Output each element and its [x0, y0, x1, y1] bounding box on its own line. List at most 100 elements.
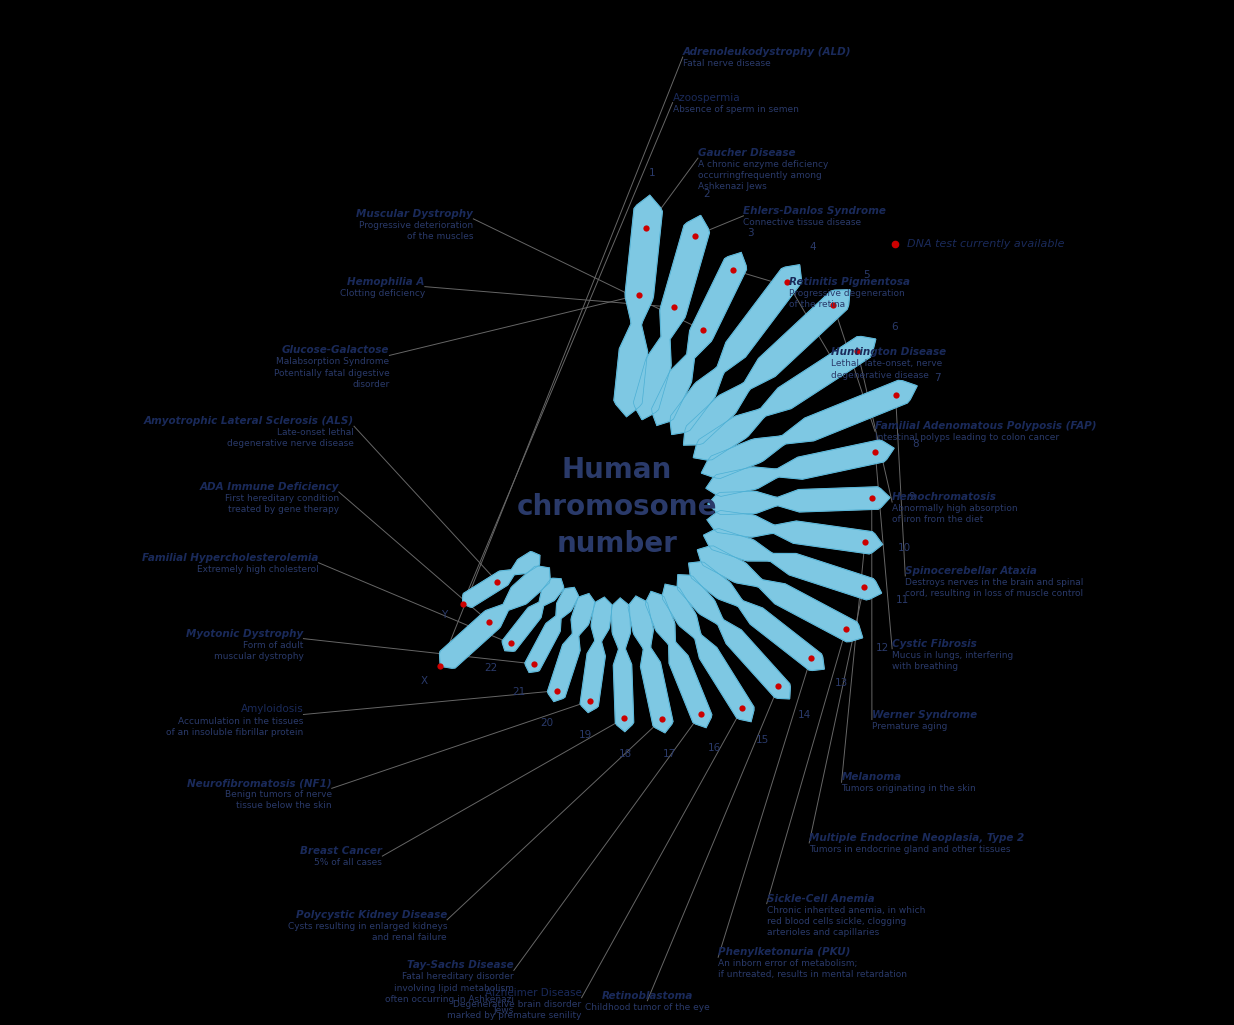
- Polygon shape: [708, 487, 890, 515]
- Text: Degenerative brain disorder
marked by premature senility: Degenerative brain disorder marked by pr…: [447, 999, 581, 1020]
- Text: Progressive deterioration
of the muscles: Progressive deterioration of the muscles: [359, 220, 474, 241]
- Text: Progressive degeneration
of the retina: Progressive degeneration of the retina: [789, 289, 905, 309]
- Polygon shape: [548, 593, 595, 701]
- Polygon shape: [652, 252, 747, 425]
- Polygon shape: [611, 599, 633, 732]
- Text: Muscular Dystrophy: Muscular Dystrophy: [357, 209, 474, 219]
- Text: Amyloidosis: Amyloidosis: [241, 704, 304, 714]
- Text: Myotonic Dystrophy: Myotonic Dystrophy: [186, 628, 304, 639]
- Text: X: X: [421, 676, 427, 686]
- Text: Tay-Sachs Disease: Tay-Sachs Disease: [407, 960, 513, 971]
- Text: Amyotrophic Lateral Sclerosis (ALS): Amyotrophic Lateral Sclerosis (ALS): [144, 416, 354, 426]
- Text: Neurofibromatosis (NF1): Neurofibromatosis (NF1): [188, 778, 332, 788]
- Polygon shape: [439, 566, 550, 668]
- Text: 21: 21: [512, 687, 526, 697]
- Text: Sickle-Cell Anemia: Sickle-Cell Anemia: [766, 894, 875, 904]
- Text: 5: 5: [863, 270, 870, 280]
- Text: Intestinal polyps leading to colon cancer: Intestinal polyps leading to colon cance…: [875, 434, 1059, 443]
- Text: 17: 17: [663, 749, 676, 760]
- Text: Huntington Disease: Huntington Disease: [832, 347, 946, 358]
- Text: 8: 8: [912, 439, 919, 449]
- Text: Adrenoleukodystrophy (ALD): Adrenoleukodystrophy (ALD): [682, 47, 851, 57]
- Polygon shape: [706, 440, 893, 496]
- Text: 20: 20: [540, 718, 554, 728]
- Text: Tumors in endocrine gland and other tissues: Tumors in endocrine gland and other tiss…: [810, 845, 1011, 854]
- Text: Form of adult
muscular dystrophy: Form of adult muscular dystrophy: [213, 641, 304, 661]
- Text: Benign tumors of nerve
tissue below the skin: Benign tumors of nerve tissue below the …: [225, 790, 332, 811]
- Text: Polycystic Kidney Disease: Polycystic Kidney Disease: [296, 910, 447, 919]
- Text: Connective tissue disease: Connective tissue disease: [743, 218, 861, 227]
- Text: Absence of sperm in semen: Absence of sperm in semen: [673, 105, 798, 114]
- Polygon shape: [645, 591, 712, 728]
- Text: A chronic enzyme deficiency
occurringfrequently among
Ashkenazi Jews: A chronic enzyme deficiency occurringfre…: [698, 160, 828, 192]
- Polygon shape: [707, 510, 882, 554]
- Polygon shape: [633, 215, 710, 419]
- Text: Ehlers-Danlos Syndrome: Ehlers-Danlos Syndrome: [743, 206, 886, 216]
- Text: Clotting deficiency: Clotting deficiency: [339, 289, 424, 297]
- Text: Fatal hereditary disorder
involving lipid metabolism
often occurring in Ashkenaz: Fatal hereditary disorder involving lipi…: [385, 973, 513, 1015]
- Text: Breast Cancer: Breast Cancer: [300, 846, 383, 856]
- Text: Hemophilia A: Hemophilia A: [348, 277, 424, 287]
- Text: 5% of all cases: 5% of all cases: [315, 858, 383, 867]
- Text: 1: 1: [649, 168, 655, 178]
- Text: Gaucher Disease: Gaucher Disease: [698, 149, 796, 158]
- Polygon shape: [694, 336, 876, 460]
- Polygon shape: [684, 290, 850, 445]
- Text: Childhood tumor of the eye: Childhood tumor of the eye: [585, 1002, 710, 1012]
- Text: Abnormally high absorption
of iron from the diet: Abnormally high absorption of iron from …: [892, 504, 1018, 524]
- Text: Late-onset lethal
degenerative nerve disease: Late-onset lethal degenerative nerve dis…: [227, 428, 354, 448]
- Text: Phenylketonuria (PKU): Phenylketonuria (PKU): [718, 947, 850, 957]
- Text: Cysts resulting in enlarged kidneys
and renal failure: Cysts resulting in enlarged kidneys and …: [288, 921, 447, 942]
- Text: 7: 7: [934, 372, 942, 382]
- Text: Glucose-Galactose: Glucose-Galactose: [283, 345, 390, 356]
- Text: Werner Syndrome: Werner Syndrome: [872, 709, 977, 720]
- Text: 22: 22: [485, 663, 497, 673]
- Polygon shape: [628, 597, 673, 733]
- Text: Melanoma: Melanoma: [842, 772, 902, 782]
- Polygon shape: [502, 578, 564, 651]
- Polygon shape: [677, 575, 790, 699]
- Text: 13: 13: [835, 678, 849, 688]
- Polygon shape: [463, 551, 539, 607]
- Text: Chronic inherited anemia, in which
red blood cells sickle, clogging
arterioles a: Chronic inherited anemia, in which red b…: [766, 906, 926, 937]
- Text: 15: 15: [756, 736, 770, 745]
- Text: Multiple Endocrine Neoplasia, Type 2: Multiple Endocrine Neoplasia, Type 2: [810, 833, 1024, 843]
- Text: Spinocerebellar Ataxia: Spinocerebellar Ataxia: [906, 566, 1037, 576]
- Text: Tumors originating in the skin: Tumors originating in the skin: [842, 784, 976, 793]
- Text: 18: 18: [619, 749, 632, 758]
- Text: Familial Hypercholesterolemia: Familial Hypercholesterolemia: [142, 552, 318, 563]
- Text: Mucus in lungs, interfering
with breathing: Mucus in lungs, interfering with breathi…: [892, 651, 1013, 671]
- Polygon shape: [524, 587, 579, 672]
- Text: Familial Adenomatous Polyposis (FAP): Familial Adenomatous Polyposis (FAP): [875, 421, 1097, 432]
- Text: 19: 19: [579, 730, 591, 739]
- Text: Fatal nerve disease: Fatal nerve disease: [682, 59, 770, 68]
- Text: 16: 16: [708, 743, 721, 753]
- Polygon shape: [703, 529, 881, 600]
- Text: 2: 2: [703, 189, 710, 199]
- Polygon shape: [701, 380, 917, 479]
- Text: Hemochromatosis: Hemochromatosis: [892, 492, 997, 502]
- Text: Y: Y: [441, 611, 447, 620]
- Text: ADA Immune Deficiency: ADA Immune Deficiency: [200, 482, 339, 492]
- Polygon shape: [663, 584, 754, 722]
- Polygon shape: [670, 264, 801, 435]
- Text: 9: 9: [909, 492, 916, 502]
- Text: Extremely high cholesterol: Extremely high cholesterol: [197, 565, 318, 574]
- Text: Retinoblastoma: Retinoblastoma: [602, 991, 694, 1000]
- Text: 4: 4: [810, 242, 817, 252]
- Text: An inborn error of metabolism;
if untreated, results in mental retardation: An inborn error of metabolism; if untrea…: [718, 959, 907, 979]
- Text: Human
chromosome
number: Human chromosome number: [517, 456, 717, 558]
- Text: 11: 11: [896, 594, 909, 605]
- Text: First hereditary condition
treated by gene therapy: First hereditary condition treated by ge…: [225, 494, 339, 515]
- Text: 6: 6: [891, 322, 897, 332]
- Polygon shape: [580, 598, 612, 712]
- Text: Retinitis Pigmentosa: Retinitis Pigmentosa: [789, 277, 909, 287]
- Polygon shape: [697, 546, 863, 642]
- Text: 10: 10: [898, 542, 911, 552]
- Polygon shape: [615, 196, 663, 416]
- Text: 14: 14: [798, 710, 811, 721]
- Text: 12: 12: [876, 643, 888, 653]
- Text: Azoospermia: Azoospermia: [673, 92, 740, 103]
- Text: Premature aging: Premature aging: [872, 722, 948, 731]
- Text: Cystic Fibrosis: Cystic Fibrosis: [892, 639, 977, 649]
